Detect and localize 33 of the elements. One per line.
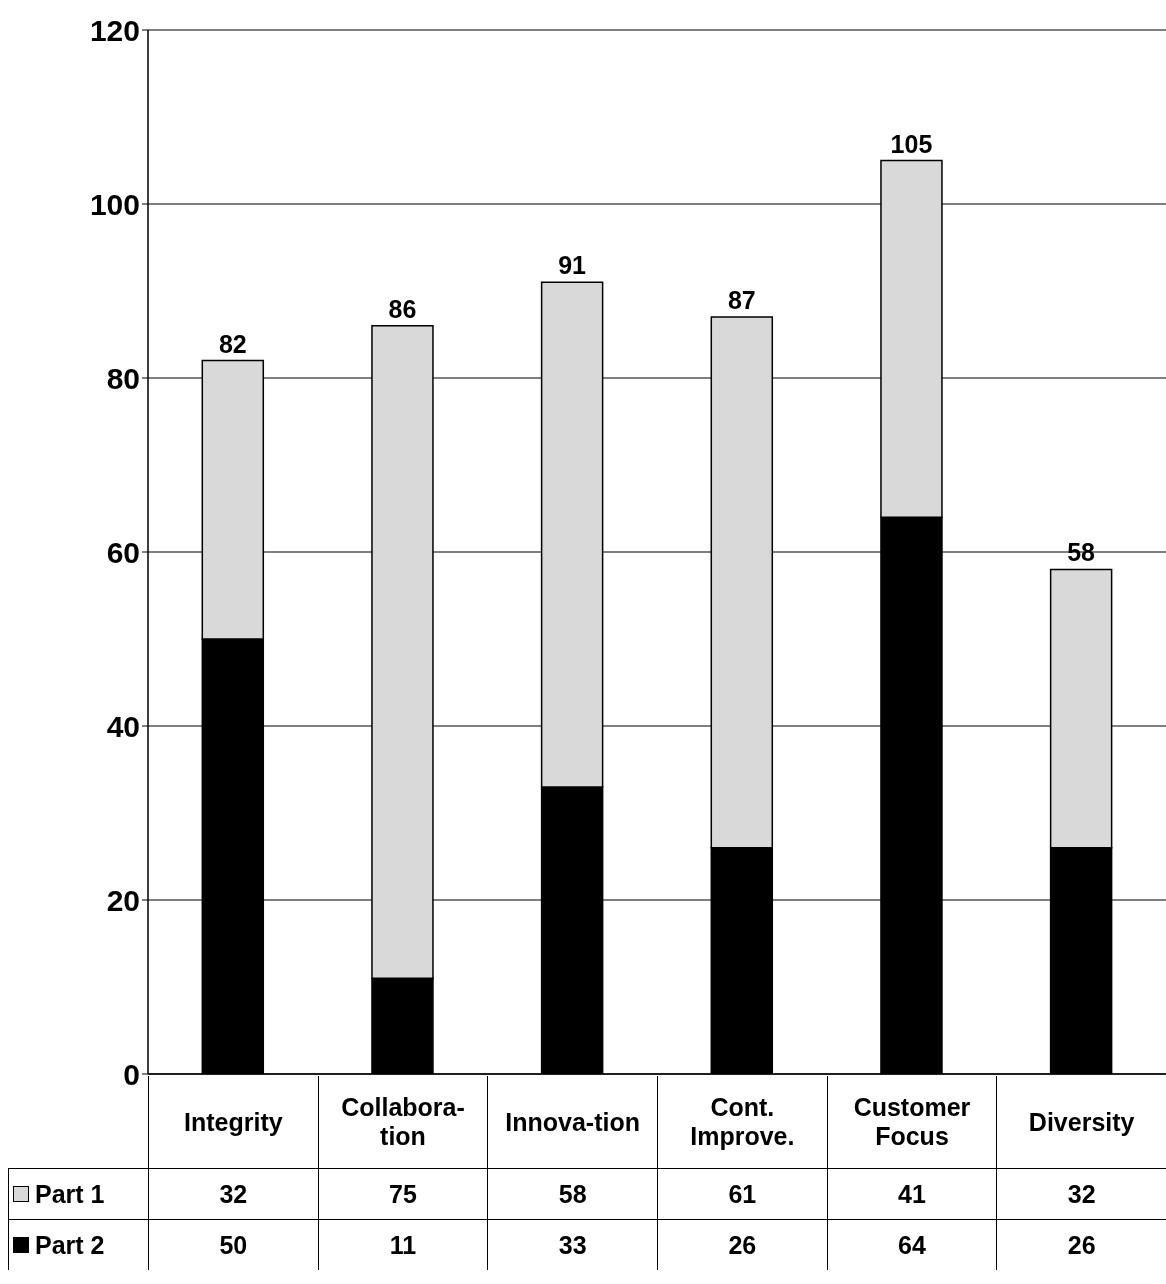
- y-tick-label: 60: [106, 535, 140, 569]
- data-label: 26: [996, 1219, 1166, 1270]
- y-tick-label: 0: [123, 1057, 140, 1091]
- data-label: 33: [487, 1219, 657, 1270]
- data-label: 32: [148, 1168, 318, 1219]
- legend-label: Part 2: [8, 1219, 148, 1270]
- y-tick-label: 100: [89, 187, 140, 221]
- x-tick-label: Customer Focus: [826, 1076, 997, 1168]
- total-label: 86: [388, 294, 417, 323]
- data-label: 11: [317, 1219, 488, 1270]
- total-label: 105: [890, 129, 933, 158]
- y-tick-label: 20: [106, 883, 140, 917]
- x-tick-label: Innova-tion: [487, 1076, 657, 1168]
- total-label: 58: [1067, 538, 1096, 567]
- legend-label: Part 1: [8, 1168, 148, 1219]
- total-label: 87: [727, 286, 756, 315]
- data-label: 58: [487, 1168, 657, 1219]
- x-tick-label: Collabora-tion: [317, 1076, 488, 1168]
- data-label: 61: [657, 1168, 827, 1219]
- data-label: 64: [826, 1219, 997, 1270]
- data-label: 41: [826, 1168, 997, 1219]
- x-tick-label: Integrity: [148, 1076, 318, 1168]
- x-tick-label: Diversity: [996, 1076, 1166, 1168]
- data-label: 75: [317, 1168, 488, 1219]
- total-label: 82: [218, 329, 247, 358]
- y-tick-label: 120: [89, 13, 140, 47]
- total-label: 91: [558, 251, 587, 280]
- x-tick-label: Cont. Improve.: [657, 1076, 827, 1168]
- y-tick-label: 80: [106, 361, 140, 395]
- y-tick-label: 40: [106, 709, 140, 743]
- data-label: 50: [148, 1219, 318, 1270]
- data-label: 32: [996, 1168, 1166, 1219]
- data-label: 26: [657, 1219, 827, 1270]
